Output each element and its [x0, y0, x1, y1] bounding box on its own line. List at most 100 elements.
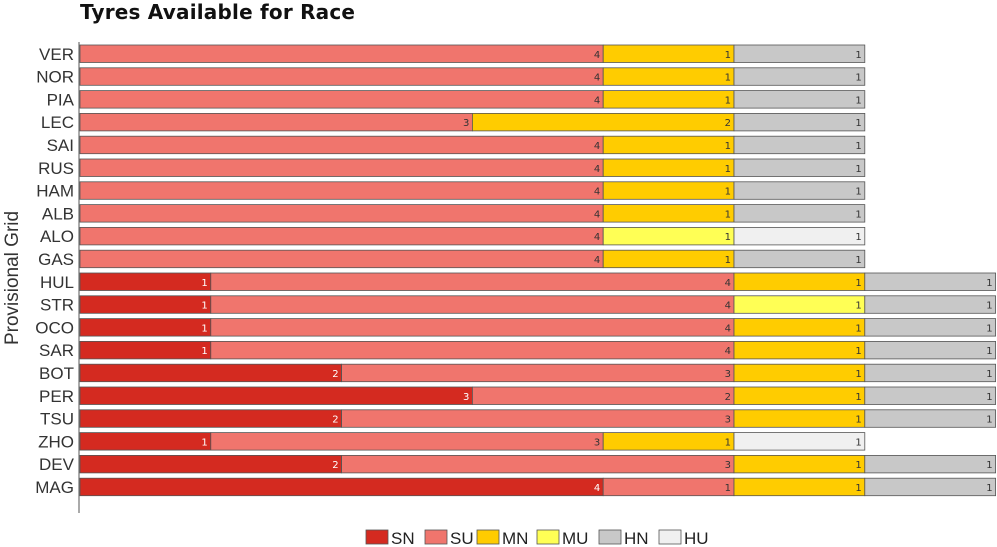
- bar-data-label: 1: [201, 323, 207, 334]
- y-tick-label: ZHO: [38, 432, 74, 451]
- bar-data-label: 1: [855, 301, 861, 312]
- bar-segment-su: [79, 158, 604, 177]
- bar-data-label: 1: [855, 255, 861, 266]
- bar-data-label: 4: [594, 95, 600, 106]
- legend-label-su: SU: [450, 529, 474, 547]
- bar-data-label: 1: [855, 392, 861, 403]
- bar-data-label: 1: [855, 141, 861, 152]
- bar-segment-hn: [864, 454, 996, 474]
- bar-data-label: 1: [725, 232, 731, 243]
- bar-segment-su: [210, 340, 735, 360]
- bar-segment-mn: [602, 90, 735, 109]
- bar-segment-hn: [864, 295, 996, 314]
- bar-data-label: 1: [855, 73, 861, 84]
- bar-data-label: 1: [201, 346, 207, 357]
- legend-swatch-su: [424, 529, 448, 545]
- bar-data-label: 4: [594, 232, 600, 243]
- legend-label-sn: SN: [391, 529, 415, 547]
- bar-data-label: 1: [855, 323, 861, 334]
- bar-segment-su: [602, 477, 735, 497]
- bar-segment-su: [341, 409, 735, 428]
- bar-data-label: 1: [855, 164, 861, 175]
- legend-swatch-mu: [536, 529, 560, 545]
- bar-data-label: 1: [855, 369, 861, 380]
- bar-segment-su: [79, 113, 473, 132]
- bar-segment-su: [79, 44, 604, 63]
- bar-data-label: 1: [201, 301, 207, 312]
- y-tick-label: NOR: [36, 68, 74, 87]
- bar-data-label: 4: [725, 301, 731, 312]
- bar-data-label: 2: [725, 392, 731, 403]
- bar-data-label: 1: [855, 278, 861, 289]
- bar-data-label: 1: [725, 73, 731, 84]
- bar-segment-su: [210, 272, 735, 291]
- bar-data-label: 1: [986, 415, 992, 426]
- bar-segment-mn: [602, 432, 735, 451]
- bar-segment-hn: [864, 318, 996, 337]
- bar-segment-sn: [79, 340, 212, 360]
- bar-segment-hn: [733, 135, 866, 155]
- bar-segment-hn: [864, 409, 996, 428]
- bar-data-label: 4: [725, 346, 731, 357]
- bar-data-label: 1: [855, 50, 861, 61]
- bar-data-label: 1: [855, 187, 861, 198]
- bar-data-label: 4: [594, 187, 600, 198]
- y-tick-label: DEV: [39, 455, 75, 474]
- y-tick-label: RUS: [38, 159, 74, 178]
- bar-segment-mn: [602, 44, 735, 63]
- bar-data-label: 1: [725, 187, 731, 198]
- legend-swatch-mn: [476, 529, 500, 545]
- bar-data-label: 1: [986, 460, 992, 471]
- legend-label-mu: MU: [562, 529, 588, 547]
- bar-segment-su: [210, 318, 735, 337]
- bar-segment-hn: [733, 158, 866, 177]
- legend-swatch-hn: [598, 529, 622, 545]
- y-tick-label: MAG: [35, 478, 74, 497]
- bar-segment-sn: [79, 295, 212, 314]
- bar-segment-sn: [79, 272, 212, 291]
- y-tick-label: PIA: [47, 90, 75, 109]
- bar-segment-hn: [864, 340, 996, 360]
- bar-data-label: 2: [725, 118, 731, 129]
- bar-data-label: 2: [332, 415, 338, 426]
- bar-segment-mn: [733, 318, 866, 337]
- bar-data-label: 1: [725, 255, 731, 266]
- bar-data-label: 4: [594, 255, 600, 266]
- bar-segment-su: [471, 386, 735, 405]
- bar-data-label: 1: [986, 323, 992, 334]
- bar-data-label: 1: [725, 95, 731, 106]
- bar-segment-sn: [79, 363, 343, 383]
- bar-data-label: 4: [594, 164, 600, 175]
- bar-segment-mn: [602, 181, 735, 200]
- bar-segment-su: [79, 204, 604, 223]
- bar-data-label: 1: [725, 483, 731, 494]
- legend-label-mn: MN: [502, 529, 528, 547]
- y-tick-label: GAS: [38, 250, 74, 269]
- bar-data-label: 1: [986, 369, 992, 380]
- bar-segment-hn: [733, 44, 866, 63]
- bar-data-label: 2: [332, 369, 338, 380]
- bar-data-label: 4: [594, 141, 600, 152]
- legend-swatch-sn: [365, 529, 389, 545]
- bar-segment-hn: [864, 363, 996, 383]
- bar-data-label: 1: [201, 437, 207, 448]
- y-tick-label: BOT: [39, 364, 74, 383]
- y-tick-label: HUL: [40, 273, 74, 292]
- bar-segment-mn: [602, 67, 735, 86]
- bar-segment-hu: [733, 432, 866, 451]
- y-axis-label: Provisional Grid: [2, 211, 23, 345]
- bar-data-label: 3: [725, 415, 731, 426]
- bar-data-label: 1: [855, 415, 861, 426]
- y-tick-label: STR: [40, 296, 74, 315]
- y-tick-label: ALO: [40, 227, 74, 246]
- legend-label-hu: HU: [684, 529, 709, 547]
- bar-segment-mn: [733, 409, 866, 428]
- bar-data-label: 1: [855, 95, 861, 106]
- bar-segment-su: [210, 432, 604, 451]
- bar-segment-mn: [602, 204, 735, 223]
- bar-data-label: 1: [986, 346, 992, 357]
- y-tick-label: VER: [39, 45, 74, 64]
- bar-data-label: 1: [725, 164, 731, 175]
- bar-data-label: 3: [725, 369, 731, 380]
